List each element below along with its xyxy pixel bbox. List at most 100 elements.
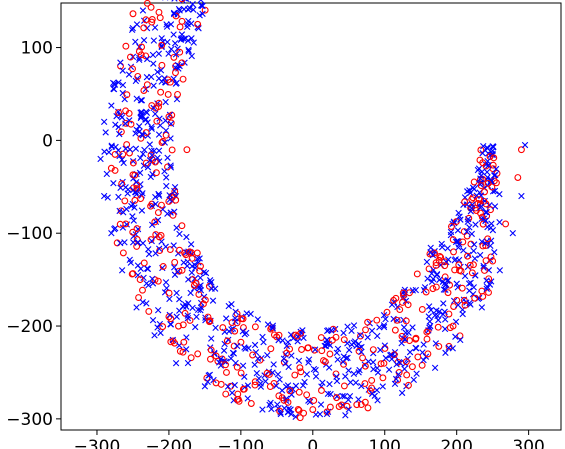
x-marker-point [244,395,251,402]
x-marker-point [112,121,119,128]
circle-marker-point [142,16,150,24]
x-marker-point [374,332,381,340]
x-marker-point [108,142,115,149]
x-marker-point [138,207,146,214]
x-marker-point [224,383,232,390]
circle-marker-point [165,113,173,121]
x-tick-label: 200 [440,437,472,449]
x-marker-point [190,39,197,46]
x-marker-point [173,289,180,297]
x-marker-point [191,261,198,268]
x-marker-point [149,317,157,324]
x-marker-point [201,383,209,390]
x-marker-point [452,238,460,246]
circle-marker-point [485,275,493,283]
circle-marker-point [186,248,193,256]
circle-marker-point [484,235,492,243]
circle-marker-point [418,306,426,313]
x-marker-point [193,313,200,320]
x-marker-point [139,190,146,197]
x-marker-point [270,361,277,368]
x-marker-point [323,336,330,344]
circle-marker-point [488,183,496,191]
x-marker-point [441,308,448,315]
x-marker-point [385,366,393,373]
x-marker-point [454,301,462,309]
x-marker-point [283,342,291,350]
circle-marker-point [477,209,484,217]
circle-marker-point [121,197,129,205]
x-marker-point [122,120,129,127]
x-marker-point [472,221,479,228]
x-marker-point [317,401,325,408]
x-marker-point [173,79,180,87]
x-marker-point [259,333,266,341]
circle-marker-point [212,379,220,387]
circle-marker-point [445,342,453,350]
circle-marker-point [201,296,209,304]
circle-marker-point [231,327,239,335]
circle-marker-point [129,159,137,167]
circle-marker-point [135,294,143,302]
x-marker-point [155,191,162,198]
x-marker-point [171,187,178,195]
circle-marker-point [304,344,312,352]
circle-marker-point [181,309,189,317]
circle-marker-point [119,249,127,257]
x-marker-point [491,249,498,256]
circle-marker-point [373,316,381,324]
circle-marker-point [170,53,178,61]
x-marker-point [166,196,174,203]
x-marker-point [484,145,491,152]
circle-marker-point [122,42,130,50]
circle-marker-point [251,323,259,331]
x-marker-point [369,359,377,366]
x-marker-point [111,81,119,88]
x-marker-point [466,224,473,231]
x-marker-point [459,310,466,318]
circle-marker-point [295,388,303,396]
x-marker-point [174,250,182,257]
x-marker-point [488,220,495,227]
x-marker-point [373,386,381,394]
x-marker-point [380,323,388,331]
x-marker-point [301,378,308,386]
x-tick-label: 0 [307,437,318,449]
circle-marker-point [207,355,214,363]
x-marker-point [154,307,162,314]
circle-marker-point [364,318,372,326]
x-marker-point [419,349,426,356]
circle-marker-point [159,323,167,331]
x-marker-point [197,274,204,282]
x-marker-point [334,345,342,353]
x-marker-point [188,20,195,27]
x-marker-point [436,276,443,284]
circle-marker-point [131,171,139,179]
circle-marker-point [434,323,442,331]
x-marker-point [333,349,341,356]
x-marker-point [220,347,228,354]
x-marker-point [134,262,142,269]
circle-marker-point [451,266,459,274]
x-marker-point [478,304,486,311]
circle-marker-point [383,308,391,316]
circle-marker-point [458,284,466,292]
circle-marker-point [311,346,318,354]
circle-marker-point [424,350,432,358]
circle-marker-point [223,337,231,345]
x-tick-label: −300 [74,437,121,449]
circle-marker-point [393,316,401,324]
x-marker-point [137,114,144,122]
circle-marker-point [377,360,385,368]
x-marker-point [480,143,487,150]
x-marker-point [420,341,427,348]
x-marker-point [154,154,161,162]
x-marker-point [188,35,195,42]
x-marker-point [413,370,420,377]
circle-marker-point [172,196,180,204]
x-marker-point [273,382,280,389]
circle-marker-point [459,238,467,246]
x-marker-point [477,175,484,182]
x-marker-point [244,382,252,389]
x-marker-point [129,200,136,208]
